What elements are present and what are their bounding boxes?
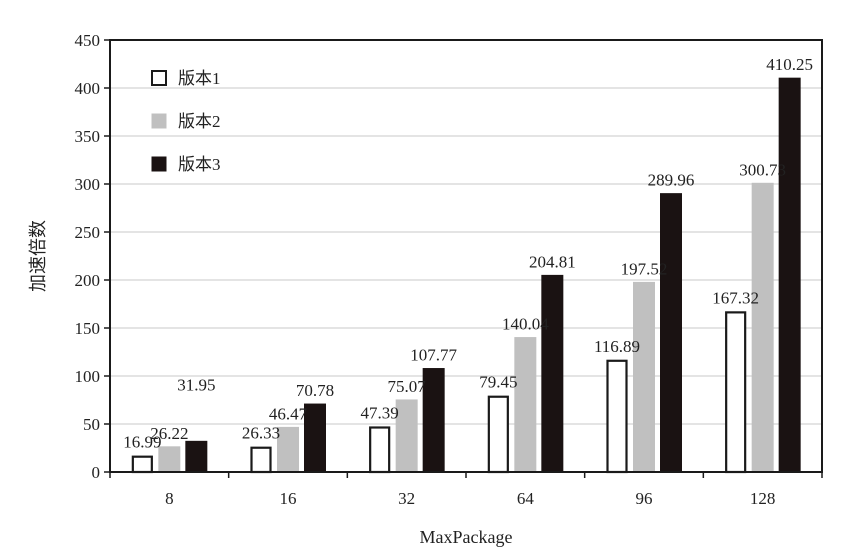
data-label: 167.32 bbox=[712, 288, 759, 307]
y-tick-label: 100 bbox=[75, 367, 101, 386]
data-label: 70.78 bbox=[296, 381, 334, 400]
x-axis-title: MaxPackage bbox=[420, 527, 513, 547]
data-label: 289.96 bbox=[648, 171, 695, 190]
y-tick-label: 50 bbox=[83, 415, 100, 434]
bar-版本1-128 bbox=[725, 311, 747, 474]
legend-swatch bbox=[151, 113, 167, 129]
bar-版本2-64 bbox=[514, 337, 537, 473]
bar-版本2-96 bbox=[633, 281, 655, 473]
plot-area-frame bbox=[109, 39, 823, 473]
y-tick-label: 400 bbox=[75, 79, 101, 98]
data-label: 79.45 bbox=[479, 373, 517, 392]
data-label: 31.95 bbox=[177, 375, 215, 394]
bar-版本3-16 bbox=[304, 403, 326, 473]
bar-版本1-16 bbox=[250, 446, 272, 474]
data-label: 16.99 bbox=[123, 433, 161, 452]
data-label: 116.89 bbox=[594, 337, 640, 356]
bar-版本2-8 bbox=[158, 446, 181, 473]
y-tick-label: 350 bbox=[75, 127, 101, 146]
legend-swatch bbox=[151, 70, 167, 86]
data-label: 197.52 bbox=[621, 259, 668, 278]
y-axis: 0 50 100 150 200 250 300 350 400 450 bbox=[75, 31, 110, 482]
data-label: 46.47 bbox=[269, 404, 308, 423]
data-label: 410.25 bbox=[766, 55, 813, 74]
data-label: 204.81 bbox=[529, 252, 576, 271]
bar-版本2-32 bbox=[395, 399, 418, 473]
bar-版本3-64 bbox=[541, 274, 564, 473]
legend-label: 版本1 bbox=[178, 69, 221, 88]
data-label: 26.33 bbox=[242, 424, 280, 443]
data-labels: 16.99 26.33 47.39 79.45 116.89 167.32 26.22 46.… bbox=[123, 55, 813, 452]
x-tick-label: 128 bbox=[750, 489, 776, 508]
x-tick-label: 16 bbox=[280, 489, 297, 508]
y-tick-label: 300 bbox=[75, 175, 101, 194]
bar-版本3-8 bbox=[185, 440, 208, 473]
data-label: 300.73 bbox=[739, 160, 786, 179]
x-tick-label: 32 bbox=[398, 489, 415, 508]
gridlines bbox=[110, 87, 822, 425]
bar-版本1-64 bbox=[487, 395, 509, 474]
bar-版本2-16 bbox=[277, 426, 299, 473]
bars bbox=[131, 77, 801, 474]
data-label: 75.07 bbox=[388, 377, 427, 396]
x-tick-label: 96 bbox=[636, 489, 653, 508]
bar-版本2-128 bbox=[751, 182, 774, 473]
x-tick-label: 8 bbox=[165, 489, 174, 508]
x-tick-label: 64 bbox=[517, 489, 535, 508]
bar-版本3-32 bbox=[422, 368, 445, 473]
y-tick-label: 150 bbox=[75, 319, 101, 338]
legend: 版本1 版本2 版本3 bbox=[151, 69, 221, 174]
y-tick-label: 0 bbox=[92, 463, 101, 482]
data-label: 47.39 bbox=[361, 404, 399, 423]
bar-版本3-96 bbox=[660, 193, 682, 473]
data-label: 26.22 bbox=[150, 424, 188, 443]
bar-版本1-32 bbox=[369, 426, 391, 474]
y-tick-label: 250 bbox=[75, 223, 101, 242]
y-tick-label: 450 bbox=[75, 31, 101, 50]
y-tick-label: 200 bbox=[75, 271, 101, 290]
x-axis: 8 16 32 64 96 128 bbox=[109, 472, 823, 508]
legend-label: 版本3 bbox=[178, 155, 221, 174]
legend-label: 版本2 bbox=[178, 112, 221, 131]
bar-版本1-96 bbox=[606, 359, 628, 474]
legend-swatch bbox=[151, 156, 167, 172]
data-label: 140.04 bbox=[502, 315, 549, 334]
bar-版本1-8 bbox=[131, 455, 153, 474]
bar-版本3-128 bbox=[778, 77, 801, 473]
y-axis-title: 加速倍数 bbox=[28, 220, 48, 292]
data-label: 107.77 bbox=[410, 346, 457, 365]
